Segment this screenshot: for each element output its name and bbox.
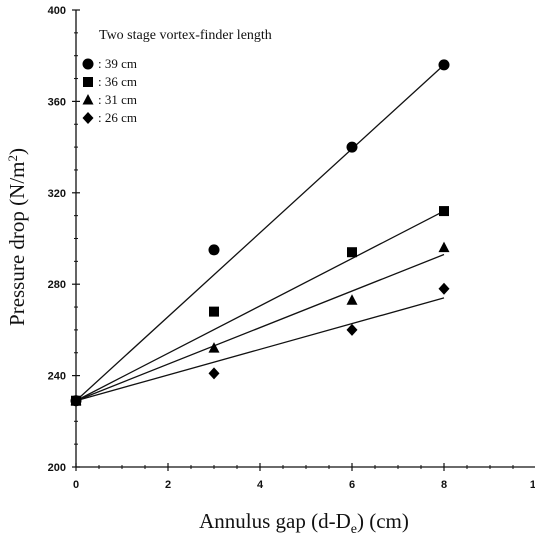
data-point-square (209, 306, 219, 317)
legend-marker-circle (82, 58, 94, 70)
fit-line (75, 297, 445, 402)
legend-label: : 36 cm (98, 74, 137, 89)
legend-marker-triangle (82, 94, 94, 105)
axes: 200 240 280 320 360 400 0 2 4 6 8 10 (48, 5, 535, 491)
data-point-triangle (346, 294, 358, 305)
data-points (70, 59, 450, 407)
x-tick-label: 6 (349, 479, 355, 491)
x-tick-label: 2 (165, 479, 171, 491)
y-tick-label: 400 (48, 5, 66, 17)
x-tick-label: 0 (73, 479, 79, 491)
x-axis-label: Annulus gap (d-De) (cm) (199, 509, 409, 535)
x-tick-label: 8 (441, 479, 447, 491)
y-tick-label: 320 (48, 188, 66, 200)
x-tick-label: 4 (257, 479, 264, 491)
legend-marker-diamond (82, 112, 94, 124)
data-point-diamond (70, 394, 82, 407)
data-point-diamond (438, 282, 450, 295)
data-point-square (439, 206, 449, 217)
legend-title: Two stage vortex-finder length (99, 28, 272, 43)
legend: Two stage vortex-finder length : 39 cm : … (82, 28, 272, 125)
legend-label: : 39 cm (98, 56, 137, 71)
data-point-triangle (208, 342, 220, 353)
data-point-triangle (438, 241, 450, 253)
fit-line (75, 253, 445, 402)
fit-line (75, 210, 445, 402)
legend-label: : 26 cm (98, 110, 137, 125)
x-tick-label: 10 (530, 479, 535, 491)
fit-lines (75, 64, 445, 402)
fit-line (75, 64, 445, 402)
data-point-square (347, 247, 357, 258)
legend-label: : 31 cm (98, 92, 137, 107)
data-point-diamond (346, 323, 358, 336)
data-point-circle (438, 59, 450, 71)
legend-marker-square (83, 77, 93, 87)
y-tick-label: 240 (48, 371, 66, 383)
y-tick-label: 200 (48, 462, 66, 474)
y-tick-label: 360 (48, 96, 66, 108)
data-point-circle (346, 141, 358, 153)
y-axis-label: Pressure drop (N/m2) (5, 148, 29, 326)
y-tick-label: 280 (48, 279, 66, 291)
data-point-circle (208, 244, 220, 256)
data-point-diamond (208, 367, 220, 380)
